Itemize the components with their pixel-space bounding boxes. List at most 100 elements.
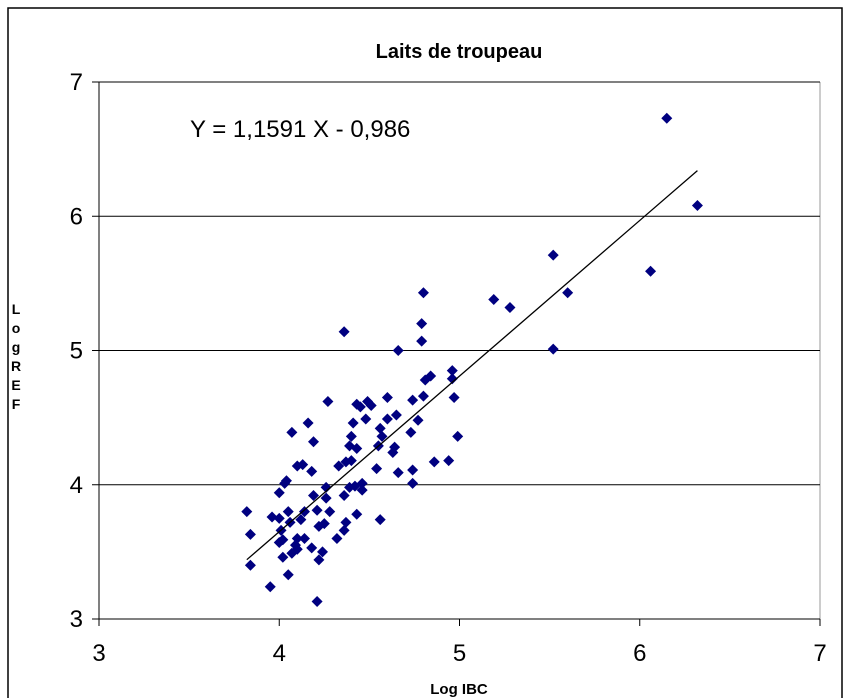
y-tick-label: 7 [70, 69, 83, 96]
point [333, 460, 345, 472]
y-tick-label: 6 [70, 203, 83, 230]
point [345, 430, 357, 442]
chart-title: Laits de troupeau [376, 41, 543, 63]
point [340, 516, 352, 528]
point [277, 534, 289, 546]
point [645, 265, 657, 277]
point [282, 506, 294, 518]
point [417, 287, 429, 299]
point [338, 326, 350, 338]
x-tick-label: 7 [813, 640, 826, 667]
point [360, 413, 372, 425]
point [331, 532, 343, 544]
point [387, 447, 399, 459]
point [320, 492, 332, 504]
point [351, 398, 363, 410]
point [322, 396, 334, 408]
point [320, 481, 332, 493]
point [374, 422, 386, 434]
point [306, 465, 318, 477]
point [425, 370, 437, 382]
y-tick-label: 5 [70, 338, 83, 365]
point [381, 391, 393, 403]
point [286, 426, 298, 438]
chart-frame [7, 7, 843, 698]
point [311, 504, 323, 516]
point [344, 440, 356, 452]
point [356, 484, 368, 496]
point [390, 409, 402, 421]
x-tick-label: 4 [273, 640, 286, 667]
point [273, 487, 285, 499]
y-tick-label: 4 [70, 472, 83, 499]
point [313, 520, 325, 532]
point [376, 430, 388, 442]
point [347, 417, 359, 429]
point [446, 365, 458, 377]
point [448, 391, 460, 403]
point [324, 506, 336, 518]
x-tick-label: 5 [453, 640, 466, 667]
point [302, 417, 314, 429]
point [351, 508, 363, 520]
point [428, 456, 440, 468]
point [416, 335, 428, 347]
point [407, 394, 419, 406]
point [244, 528, 256, 540]
point [291, 532, 303, 544]
point [392, 345, 404, 356]
point [241, 506, 253, 518]
point [286, 547, 298, 559]
point [452, 430, 464, 442]
point [277, 551, 289, 563]
point [443, 455, 455, 467]
point [407, 464, 419, 476]
trend-line [246, 170, 698, 561]
point [264, 581, 276, 593]
x-axis-label: Log IBC [430, 681, 488, 698]
point [307, 489, 319, 501]
y-tick-label: 3 [70, 606, 83, 633]
point [412, 414, 424, 426]
point [392, 467, 404, 479]
point [381, 413, 393, 425]
point [405, 426, 417, 438]
annotation: Y = 1,1591 X - 0,986 [190, 116, 410, 143]
point [298, 532, 310, 544]
x-tick-label: 6 [633, 640, 646, 667]
point [417, 390, 429, 402]
point [306, 542, 318, 554]
point [362, 396, 374, 408]
point [291, 460, 303, 472]
point [295, 514, 307, 526]
point [298, 506, 310, 518]
y-axis-label: Log REF [10, 301, 22, 412]
point [504, 302, 516, 314]
point [547, 343, 559, 355]
point [282, 569, 294, 581]
point [374, 514, 386, 526]
point [338, 524, 350, 536]
point [313, 554, 325, 566]
point [307, 436, 319, 448]
point [661, 112, 673, 124]
point [340, 456, 352, 468]
x-tick-label: 3 [92, 640, 105, 667]
point [273, 512, 285, 524]
point [446, 373, 458, 385]
point [691, 200, 703, 212]
point [547, 249, 559, 261]
point [416, 318, 428, 330]
point [488, 293, 500, 305]
point [344, 481, 356, 493]
point [371, 463, 383, 475]
point [562, 287, 574, 299]
point [407, 477, 419, 489]
point [280, 475, 292, 487]
point [338, 489, 350, 501]
point [244, 559, 256, 571]
point [266, 511, 278, 523]
point [311, 596, 323, 608]
